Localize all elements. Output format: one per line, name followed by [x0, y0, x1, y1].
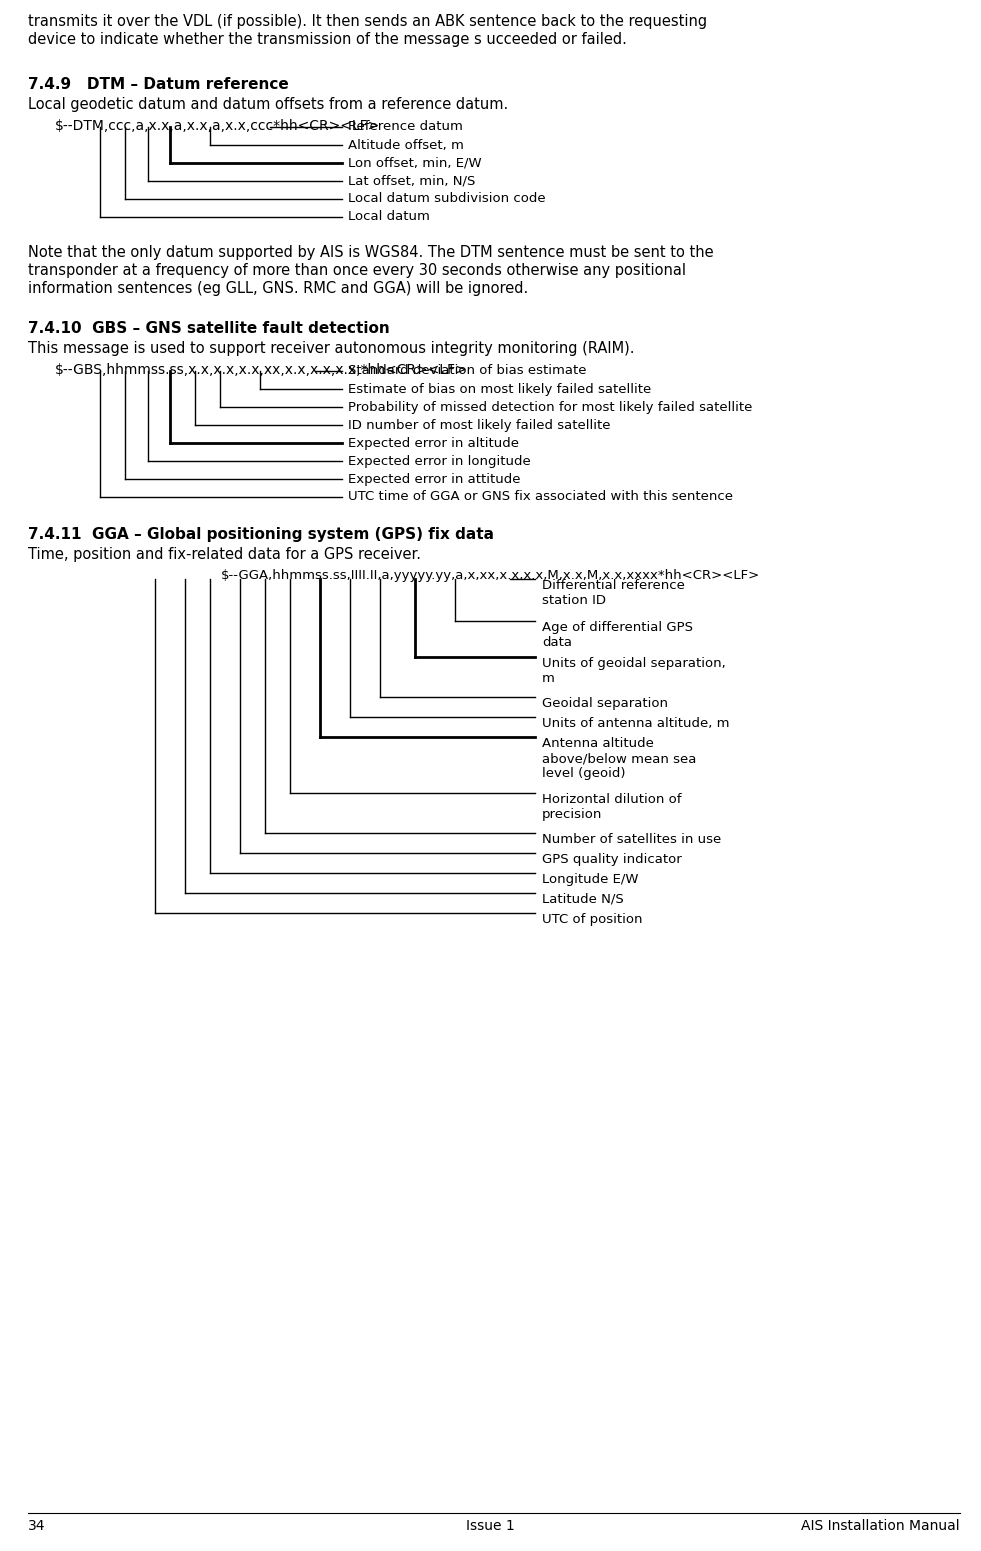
Text: Age of differential GPS
data: Age of differential GPS data: [542, 620, 693, 648]
Text: Time, position and fix-related data for a GPS receiver.: Time, position and fix-related data for …: [28, 548, 421, 561]
Text: $--DTM,ccc,a,x.x,a,x.x,a,x.x,ccc*hh<CR><LF>: $--DTM,ccc,a,x.x,a,x.x,a,x.x,ccc*hh<CR><…: [55, 119, 381, 133]
Text: Horizontal dilution of
precision: Horizontal dilution of precision: [542, 793, 682, 820]
Text: Local datum: Local datum: [348, 211, 430, 223]
Text: Lat offset, min, N/S: Lat offset, min, N/S: [348, 175, 476, 188]
Text: Estimate of bias on most likely failed satellite: Estimate of bias on most likely failed s…: [348, 383, 651, 396]
Text: Antenna altitude
above/below mean sea
level (geoid): Antenna altitude above/below mean sea le…: [542, 737, 697, 780]
Text: Reference datum: Reference datum: [348, 121, 463, 133]
Text: Differential reference
station ID: Differential reference station ID: [542, 579, 685, 606]
Text: GPS quality indicator: GPS quality indicator: [542, 853, 682, 865]
Text: 34: 34: [28, 1518, 45, 1532]
Text: Local geodetic datum and datum offsets from a reference datum.: Local geodetic datum and datum offsets f…: [28, 98, 508, 112]
Text: Geoidal separation: Geoidal separation: [542, 696, 668, 710]
Text: Expected error in attitude: Expected error in attitude: [348, 473, 521, 485]
Text: Altitude offset, m: Altitude offset, m: [348, 138, 464, 152]
Text: $--GGA,hhmmss.ss,IIII.II,a,yyyyy.yy,a,x,xx,x.x,x.x,M,x.x,M,x.x,xxxx*hh<CR><LF>: $--GGA,hhmmss.ss,IIII.II,a,yyyyy.yy,a,x,…: [221, 569, 759, 582]
Text: device to indicate whether the transmission of the message s ucceeded or failed.: device to indicate whether the transmiss…: [28, 33, 627, 47]
Text: transmits it over the VDL (if possible). It then sends an ABK sentence back to t: transmits it over the VDL (if possible).…: [28, 14, 707, 29]
Text: Probability of missed detection for most likely failed satellite: Probability of missed detection for most…: [348, 400, 752, 414]
Text: Units of antenna altitude, m: Units of antenna altitude, m: [542, 717, 730, 731]
Text: This message is used to support receiver autonomous integrity monitoring (RAIM).: This message is used to support receiver…: [28, 341, 635, 357]
Text: 7.4.10  GBS – GNS satellite fault detection: 7.4.10 GBS – GNS satellite fault detecti…: [28, 321, 389, 337]
Text: $--GBS,hhmmss.ss,x.x,x.x,x.x,xx,x.x,x.x,x.x,*hh<CR><LF>: $--GBS,hhmmss.ss,x.x,x.x,x.x,xx,x.x,x.x,…: [55, 363, 468, 377]
Text: Note that the only datum supported by AIS is WGS84. The DTM sentence must be sen: Note that the only datum supported by AI…: [28, 245, 713, 261]
Text: UTC time of GGA or GNS fix associated with this sentence: UTC time of GGA or GNS fix associated wi…: [348, 490, 733, 504]
Text: UTC of position: UTC of position: [542, 914, 643, 926]
Text: 7.4.9   DTM – Datum reference: 7.4.9 DTM – Datum reference: [28, 78, 288, 92]
Text: 7.4.11  GGA – Global positioning system (GPS) fix data: 7.4.11 GGA – Global positioning system (…: [28, 527, 494, 541]
Text: Standard deviation of bias estimate: Standard deviation of bias estimate: [348, 364, 587, 377]
Text: Units of geoidal separation,
m: Units of geoidal separation, m: [542, 658, 726, 686]
Text: AIS Installation Manual: AIS Installation Manual: [801, 1518, 960, 1532]
Text: Latitude N/S: Latitude N/S: [542, 893, 624, 906]
Text: Expected error in longitude: Expected error in longitude: [348, 454, 531, 467]
Text: transponder at a frequency of more than once every 30 seconds otherwise any posi: transponder at a frequency of more than …: [28, 264, 686, 278]
Text: Number of satellites in use: Number of satellites in use: [542, 833, 721, 845]
Text: Longitude E/W: Longitude E/W: [542, 873, 639, 886]
Text: ID number of most likely failed satellite: ID number of most likely failed satellit…: [348, 419, 610, 431]
Text: Lon offset, min, E/W: Lon offset, min, E/W: [348, 157, 482, 169]
Text: information sentences (eg GLL, GNS. RMC and GGA) will be ignored.: information sentences (eg GLL, GNS. RMC …: [28, 281, 528, 296]
Text: Expected error in altitude: Expected error in altitude: [348, 436, 519, 450]
Text: Local datum subdivision code: Local datum subdivision code: [348, 192, 545, 205]
Text: Issue 1: Issue 1: [466, 1518, 515, 1532]
